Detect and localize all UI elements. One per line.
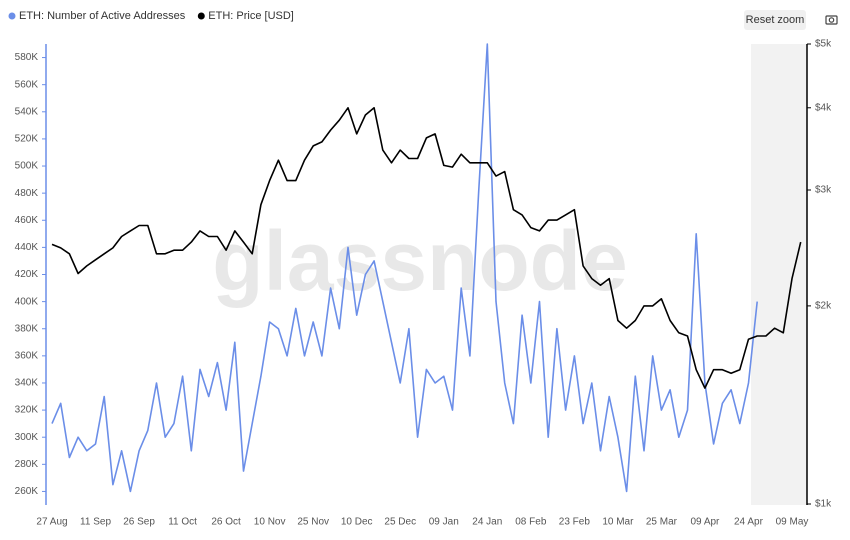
x-tick-label: 25 Nov: [297, 517, 329, 528]
series-line: [51, 43, 758, 493]
camera-body[interactable]: [825, 15, 838, 25]
y-tick-label: 480K: [15, 188, 39, 199]
y-tick-label: 540K: [15, 106, 39, 117]
y-tick-label: 340K: [15, 378, 39, 389]
x-tick-label: 09 Jan: [429, 517, 459, 528]
x-tick-label: 23 Feb: [559, 517, 591, 528]
y-tick-label: 420K: [15, 269, 39, 280]
legend-marker: [197, 12, 205, 20]
y2-tick-label: $3k: [815, 185, 832, 196]
y-tick-label: 520K: [15, 134, 39, 145]
y-tick-label: 460K: [15, 215, 39, 226]
x-tick-label: 11 Sep: [80, 517, 111, 528]
x-tick-label: 26 Sep: [123, 517, 155, 528]
button-bg[interactable]: [744, 10, 806, 30]
y2-tick-label: $1k: [815, 499, 832, 510]
legend-label: ETH: Price [USD]: [208, 10, 294, 22]
y-tick-label: 280K: [15, 459, 39, 470]
y-tick-label: 260K: [15, 486, 39, 497]
legend-label: ETH: Number of Active Addresses: [19, 10, 186, 22]
y-tick-label: 320K: [15, 405, 39, 416]
reset-zoom-button[interactable]: Reset zoom: [744, 10, 806, 30]
camera-lens[interactable]: [828, 17, 835, 23]
button-label[interactable]: Reset zoom: [746, 14, 805, 26]
x-tick-label: 25 Dec: [384, 517, 416, 528]
y2-tick-label: $2k: [815, 301, 832, 312]
x-tick-label: 11 Oct: [168, 517, 197, 528]
x-tick-label: 08 Feb: [515, 517, 547, 528]
y-tick-label: 440K: [15, 242, 39, 253]
y2-tick-label: $5k: [815, 39, 832, 50]
y-tick-label: 300K: [15, 432, 39, 443]
legend-marker: [8, 12, 16, 20]
x-tick-label: 25 Mar: [646, 517, 678, 528]
y-tick-label: 580K: [15, 52, 39, 63]
x-tick-label: 24 Jan: [472, 517, 502, 528]
series-line: [51, 107, 802, 389]
y2-tick-label: $4k: [815, 102, 832, 113]
x-tick-label: 09 May: [776, 517, 809, 528]
camera-icon[interactable]: [825, 15, 838, 25]
x-tick-label: 10 Nov: [254, 517, 286, 528]
zoom-selection: [751, 44, 807, 505]
x-tick-label: 10 Mar: [602, 517, 634, 528]
watermark: glassnode: [212, 214, 627, 308]
y-tick-label: 500K: [15, 161, 39, 172]
x-tick-label: 09 Apr: [690, 517, 720, 528]
y-tick-label: 380K: [15, 323, 39, 334]
y-tick-label: 560K: [15, 79, 39, 90]
y-tick-label: 360K: [15, 350, 39, 361]
x-tick-label: 27 Aug: [36, 517, 67, 528]
y-tick-label: 400K: [15, 296, 39, 307]
x-tick-label: 10 Dec: [341, 517, 373, 528]
x-tick-label: 26 Oct: [211, 517, 241, 528]
x-tick-label: 24 Apr: [734, 517, 764, 528]
